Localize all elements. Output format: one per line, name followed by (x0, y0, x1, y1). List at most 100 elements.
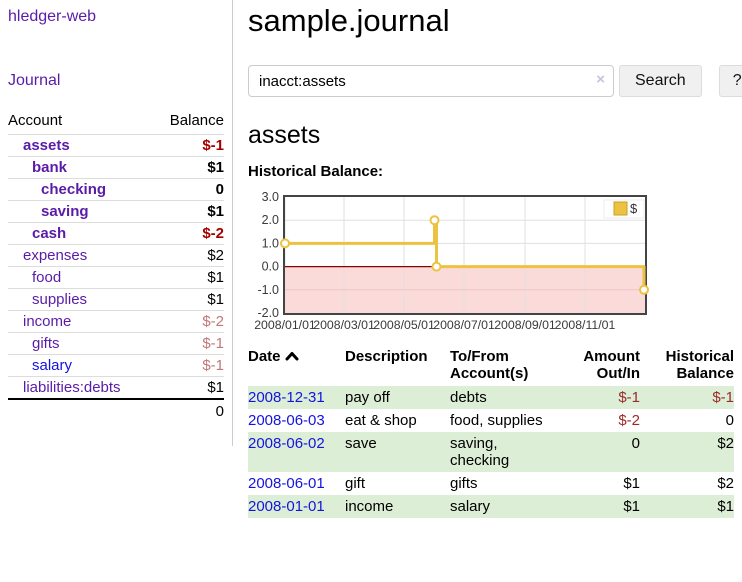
register-date-cell: 2008-12-31 (248, 386, 345, 409)
account-link[interactable]: liabilities:debts (23, 379, 121, 396)
account-link[interactable]: expenses (23, 247, 88, 264)
register-date-cell: 2008-06-02 (248, 432, 345, 472)
transaction-date-link[interactable]: 2008-06-03 (248, 412, 325, 429)
register-accounts-cell: saving, checking (450, 435, 510, 469)
account-link[interactable]: saving (41, 203, 89, 220)
historical-balance-chart: $3.0 2.0 1.0 0.0 -1.0 -2.0 2008/01/01 2008/03/0… (248, 190, 742, 337)
account-link[interactable]: assets (23, 137, 70, 154)
search-form: × Search ? (248, 65, 742, 97)
y-axis-tick-label: 1.0 (262, 236, 279, 250)
account-row: food $1 (8, 266, 224, 289)
app-layout: hledger-web Journal Account Balance asse… (8, 0, 742, 518)
register-amount-cell: $1 (623, 498, 640, 515)
account-link[interactable]: income (23, 313, 72, 330)
app-title-link[interactable]: hledger-web (8, 8, 97, 25)
register-date-cell: 2008-01-01 (248, 495, 345, 518)
transaction-date-link[interactable]: 2008-01-01 (248, 498, 325, 515)
x-axis-tick-label: 2008/01/01 (254, 318, 316, 332)
register-accounts-cell: gifts (450, 475, 478, 492)
account-balance: $-2 (153, 222, 224, 245)
account-link[interactable]: gifts (32, 335, 60, 352)
account-balance: $1 (153, 376, 224, 399)
register-table: Date Description To/From Account(s) Amou… (248, 346, 734, 518)
accounts-header-row: Account Balance (8, 110, 224, 135)
account-name-cell: liabilities:debts (8, 376, 154, 399)
accounts-table: Account Balance assets $-1 bank $1 checking 0… (8, 110, 224, 423)
account-name-cell: assets (8, 134, 154, 157)
account-balance: $-1 (153, 354, 224, 377)
x-axis-tick-label: 2008/11/01 (555, 318, 616, 332)
nav-journal-link[interactable]: Journal (8, 72, 61, 89)
account-row: gifts $-1 (8, 332, 224, 355)
accounts-total-row: 0 (8, 398, 224, 423)
y-axis-tick-label: 0.0 (262, 260, 279, 274)
register-row: 2008-06-02 save saving, checking 0 $2 (248, 432, 734, 472)
data-point-marker (280, 238, 290, 249)
clear-search-icon[interactable]: × (596, 71, 605, 88)
register-date-cell: 2008-06-01 (248, 472, 345, 495)
account-name-cell: gifts (8, 332, 154, 355)
account-name-cell: food (8, 266, 154, 289)
register-balance-cell: $2 (717, 435, 734, 452)
account-balance: $1 (153, 156, 224, 179)
account-link[interactable]: cash (32, 225, 67, 242)
account-row: salary $-1 (8, 354, 224, 377)
legend-label: $ (630, 201, 638, 216)
account-row: income $-2 (8, 310, 224, 333)
register-amount-cell: $-1 (618, 389, 640, 406)
account-row: expenses $2 (8, 244, 224, 267)
account-link[interactable]: salary (32, 357, 73, 374)
register-description-cell: income (345, 498, 394, 515)
help-button[interactable]: ? (718, 65, 742, 97)
accounts-header-balance: Balance (169, 112, 224, 129)
account-name-cell: checking (8, 178, 154, 201)
register-accounts-cell: debts (450, 389, 487, 406)
register-balance-cell: $-1 (712, 389, 734, 406)
app-title: hledger-web (8, 8, 224, 26)
account-name-cell: expenses (8, 244, 154, 267)
nav: Journal (8, 72, 224, 90)
account-link[interactable]: checking (41, 181, 107, 198)
accounts-total-value: 0 (153, 398, 224, 423)
account-row: saving $1 (8, 200, 224, 223)
data-point-marker (639, 284, 650, 295)
account-balance: $-2 (153, 310, 224, 333)
account-balance: $1 (153, 288, 224, 311)
transaction-date-link[interactable]: 2008-06-02 (248, 435, 325, 452)
register-description-cell: pay off (345, 389, 390, 406)
account-link[interactable]: bank (32, 159, 68, 176)
chart-svg: $3.0 2.0 1.0 0.0 -1.0 -2.02008/01/012008/03/0… (254, 190, 650, 332)
search-button[interactable]: Search (619, 65, 702, 97)
register-rows: 2008-12-31 pay off debts $-1 $-1 2008-06-03 ea… (248, 386, 734, 518)
accounts-header-account: Account (8, 112, 63, 129)
page-title: sample.journal (248, 3, 450, 38)
accounts-total-spacer (8, 398, 154, 423)
register-description-cell: gift (345, 475, 366, 492)
x-axis-tick-label: 2008/07/01 (433, 318, 495, 332)
account-balance: 0 (153, 178, 224, 201)
search-box: × (248, 65, 614, 97)
transaction-date-link[interactable]: 2008-12-31 (248, 389, 325, 406)
y-axis-tick-label: -2.0 (257, 306, 279, 320)
main-content: sample.journal × Search ? assets Histori… (233, 0, 742, 518)
register-description-cell: eat & shop (345, 412, 417, 429)
account-link[interactable]: supplies (32, 291, 88, 308)
register-header-date[interactable]: Date (248, 346, 345, 386)
x-axis-tick-label: 2008/09/01 (494, 318, 556, 332)
register-row: 2008-06-03 eat & shop food, supplies $-2 0 (248, 409, 734, 432)
transaction-date-link[interactable]: 2008-06-01 (248, 475, 325, 492)
register-row: 2008-06-01 gift gifts $1 $2 (248, 472, 734, 495)
search-input[interactable] (248, 65, 614, 97)
data-point-marker (429, 215, 440, 226)
register-header-amount: Amount Out/In (583, 348, 640, 382)
chevron-up-icon (285, 352, 299, 361)
register-header-balance: Historical Balance (665, 348, 734, 382)
register-balance-cell: 0 (725, 412, 734, 429)
account-name-cell: saving (8, 200, 154, 223)
account-row: supplies $1 (8, 288, 224, 311)
account-link[interactable]: food (32, 269, 62, 286)
account-name-cell: supplies (8, 288, 154, 311)
register-header-accounts: To/From Account(s) (450, 348, 529, 382)
y-axis-tick-label: 2.0 (262, 213, 279, 227)
data-point-marker (431, 261, 442, 272)
